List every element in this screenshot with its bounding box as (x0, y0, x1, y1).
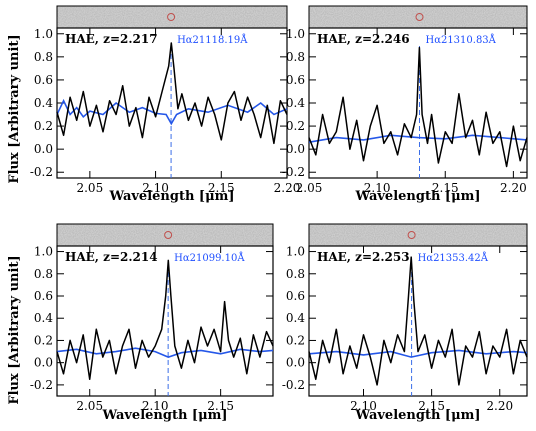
panel-title: HAE, z=2.217 (65, 32, 158, 46)
y-axis-label-bottom: Flux [Arbitrary unit] (7, 255, 22, 404)
y-tick-label: -0.2 (30, 378, 53, 392)
y-tick-label: 0.6 (34, 289, 53, 303)
y-tick-label: 0.0 (286, 142, 305, 156)
plot-frame (308, 245, 528, 397)
y-tick-label: 0.6 (286, 289, 305, 303)
y-tick-label: 0.8 (286, 50, 305, 64)
source-marker (415, 13, 424, 21)
x-tick-label: 2.05 (76, 181, 103, 195)
x-tick-label: 2.05 (296, 181, 323, 195)
y-tick-label: 1.0 (34, 27, 53, 41)
source-marker (167, 13, 176, 21)
plot-frame (56, 245, 274, 397)
model-line (308, 134, 528, 143)
spectrum-panel-2: -0.2 0.0 0.2 0.4 0.6 0.8 1.0 2.05 2.10 2.15 2.20 Wa… (282, 5, 528, 204)
x-tick-label: 2.10 (364, 181, 391, 195)
x-tick-label: 2.10 (142, 181, 169, 195)
y-tick-label: 0.2 (34, 119, 53, 133)
y-tick-label: 1.0 (286, 27, 305, 41)
x-axis-label: Wavelength [μm] (354, 189, 480, 204)
panel-title: HAE, z=2.246 (317, 32, 410, 46)
y-tick-label: 0.2 (286, 119, 305, 133)
x-tick-label: 2.15 (207, 399, 234, 413)
x-axis-label: Wavelength [μm] (101, 408, 227, 423)
y-tick-label: 0.8 (34, 50, 53, 64)
y-tick-label: 0.4 (286, 96, 305, 110)
x-tick-label: 2.15 (432, 181, 459, 195)
spectrum-line (308, 256, 528, 386)
spectrum-line (308, 46, 528, 168)
y-tick-label: 0.0 (34, 142, 53, 156)
halpha-label: Hα21353.42Å (418, 252, 489, 264)
image-strip-noise (309, 224, 527, 246)
spectrum-panel-1: -0.2 0.0 0.2 0.4 0.6 0.8 1.0 2.05 2.10 2.15 2.20 Wa… (30, 5, 301, 204)
source-marker (164, 231, 173, 239)
model-line (308, 349, 528, 358)
x-tick-label: 2.10 (142, 399, 169, 413)
x-tick-label: 2.20 (486, 399, 513, 413)
spectrum-line (56, 42, 288, 145)
y-tick-label: 0.4 (286, 311, 305, 325)
y-tick-label: 1.0 (34, 245, 53, 259)
y-tick-label: 0.8 (286, 267, 305, 281)
source-marker (407, 231, 416, 239)
y-tick-label: 0.8 (34, 267, 53, 281)
y-tick-label: 0.2 (286, 333, 305, 347)
y-tick-label: -0.2 (30, 165, 53, 179)
model-line (56, 347, 274, 358)
halpha-label: Hα21310.83Å (425, 34, 496, 46)
y-tick-label: 0.0 (286, 356, 305, 370)
y-tick-label: 1.0 (286, 245, 305, 259)
y-tick-label: 0.6 (34, 73, 53, 87)
y-axis-label: Flux [Arbitrary unit] (7, 34, 22, 183)
y-tick-label: 0.4 (34, 96, 53, 110)
spectrum-panel-3: -0.2 0.0 0.2 0.4 0.6 0.8 1.0 2.05 2.10 2.15Wavele… (30, 223, 274, 423)
plot-frame (308, 27, 528, 179)
y-tick-label: -0.2 (282, 378, 305, 392)
panel-title: HAE, z=2.214 (65, 250, 158, 264)
x-tick-label: 2.20 (274, 181, 301, 195)
y-tick-label: 0.6 (286, 73, 305, 87)
image-strip-noise (309, 6, 527, 28)
x-tick-label: 2.05 (76, 399, 103, 413)
panel-title: HAE, z=2.253 (317, 250, 410, 264)
spectrum-panel-4: -0.2 0.0 0.2 0.4 0.6 0.8 1.0 2.10 2.15 2.20 Wavele… (282, 223, 528, 423)
image-strip-noise (57, 6, 287, 28)
y-tick-label: 0.0 (34, 356, 53, 370)
y-tick-label: 0.2 (34, 333, 53, 347)
halpha-label: Hα21118.19Å (177, 34, 248, 46)
x-axis-label: Wavelength [μm] (108, 189, 234, 204)
x-axis-label: Wavelength [μm] (354, 408, 480, 423)
x-tick-label: 2.20 (500, 181, 527, 195)
x-tick-label: 2.10 (350, 399, 377, 413)
x-tick-label: 2.15 (418, 399, 445, 413)
x-tick-label: 2.15 (208, 181, 235, 195)
y-tick-label: 0.4 (34, 311, 53, 325)
spectrum-line (56, 259, 274, 381)
halpha-label: Hα21099.10Å (174, 252, 245, 264)
y-tick-label: -0.2 (282, 165, 305, 179)
